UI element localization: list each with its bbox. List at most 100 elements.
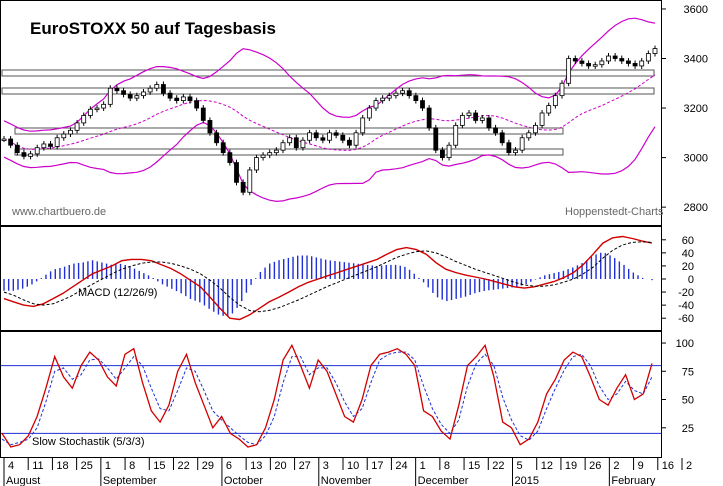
price-candle [420, 97, 425, 112]
price-layer [1, 17, 658, 203]
price-candle [101, 101, 107, 112]
y-tick-label: 40 [682, 248, 694, 260]
price-candle [307, 129, 312, 144]
price-candle [546, 102, 552, 116]
x-tick-label: 5 [517, 460, 523, 472]
price-candle [260, 152, 266, 161]
price-candle [174, 95, 180, 104]
price-candle [207, 117, 213, 136]
price-candle [161, 81, 166, 97]
stoch-layer [1, 343, 661, 448]
price-candle [121, 87, 126, 98]
x-tick-label: 8 [444, 460, 450, 472]
month-label: November [321, 475, 372, 486]
price-candle [320, 134, 326, 144]
price-candle [293, 134, 299, 151]
month-label: October [224, 475, 263, 486]
price-candle [8, 136, 14, 149]
x-tick-label: 1 [420, 460, 426, 472]
price-candle [440, 147, 445, 161]
price-candle [453, 122, 459, 149]
stoch-label: Slow Stochastik (5/3/3) [32, 436, 145, 448]
price-candle [626, 58, 631, 67]
y-tick-label: 3200 [684, 103, 708, 115]
price-candle [599, 58, 605, 68]
y-tick-label: 50 [682, 395, 694, 407]
y-tick-label: -60 [678, 313, 694, 325]
price-candle [519, 134, 525, 154]
price-candle [373, 97, 379, 112]
x-tick-label: 11 [32, 460, 43, 472]
price-candle [526, 129, 532, 141]
price-candle [254, 154, 259, 173]
price-candle [499, 129, 505, 146]
price-candle [539, 110, 545, 129]
price-candle [333, 129, 339, 139]
price-candle [287, 134, 293, 146]
month-label: August [6, 475, 40, 486]
price-candle [14, 142, 20, 156]
price-candle [167, 90, 173, 102]
price-panel-frame [0, 0, 662, 226]
macd-label: MACD (12/26/9) [78, 287, 157, 299]
price-candle [34, 144, 40, 157]
price-candle [572, 55, 578, 64]
price-candle [87, 106, 93, 119]
x-tick-label: 19 [565, 460, 577, 472]
price-candle [347, 137, 352, 149]
month-label: September [103, 475, 157, 486]
price-candle [579, 58, 585, 67]
price-candle [141, 88, 146, 99]
price-candle [134, 92, 140, 102]
price-candle [127, 91, 133, 102]
x-tick-label: 24 [395, 460, 407, 472]
price-candle [506, 139, 512, 156]
moving-average-line [3, 74, 656, 151]
x-tick-label: 1 [105, 460, 111, 472]
y-tick-label: 100 [676, 338, 694, 350]
x-tick-label: 2 [613, 460, 619, 472]
price-candle [380, 95, 386, 104]
price-candle [1, 136, 7, 142]
price-candle [48, 140, 53, 150]
x-tick-label: 8 [129, 460, 135, 472]
x-tick-label: 27 [299, 460, 311, 472]
y-tick-label: -40 [678, 300, 694, 312]
price-candle [552, 92, 558, 109]
price-candle [240, 179, 246, 196]
macd-line [3, 235, 653, 321]
x-tick-label: 16 [662, 460, 674, 472]
price-candle [473, 110, 479, 124]
macd-layer [3, 235, 653, 321]
x-tick-label: 10 [347, 460, 359, 472]
price-candle [300, 137, 306, 151]
x-tick-label: 6 [226, 460, 232, 472]
price-candle [187, 93, 193, 104]
price-candle [267, 149, 273, 159]
stoch-panel-frame [0, 331, 662, 458]
x-tick-label: 17 [371, 460, 383, 472]
price-candle [459, 112, 465, 129]
price-candle [327, 129, 332, 144]
x-tick-label: 2 [686, 460, 692, 472]
price-candle [360, 114, 366, 136]
price-candle [386, 92, 392, 102]
x-tick-label: 22 [178, 460, 190, 472]
price-candle [94, 105, 100, 113]
price-candle [612, 53, 618, 62]
y-tick-label: 0 [688, 274, 694, 286]
y-tick-label: 3400 [684, 54, 708, 66]
price-candle [68, 127, 73, 138]
price-candle [486, 114, 492, 131]
x-tick-label: 20 [274, 460, 286, 472]
y-tick-label: 20 [682, 261, 694, 273]
x-tick-label: 12 [541, 460, 553, 472]
price-candle [81, 112, 87, 126]
price-candle [652, 45, 658, 57]
price-candle [645, 50, 651, 64]
stoch-k-line [1, 343, 653, 448]
price-candle [147, 85, 153, 95]
price-candle [353, 129, 359, 149]
price-candle [227, 149, 233, 166]
